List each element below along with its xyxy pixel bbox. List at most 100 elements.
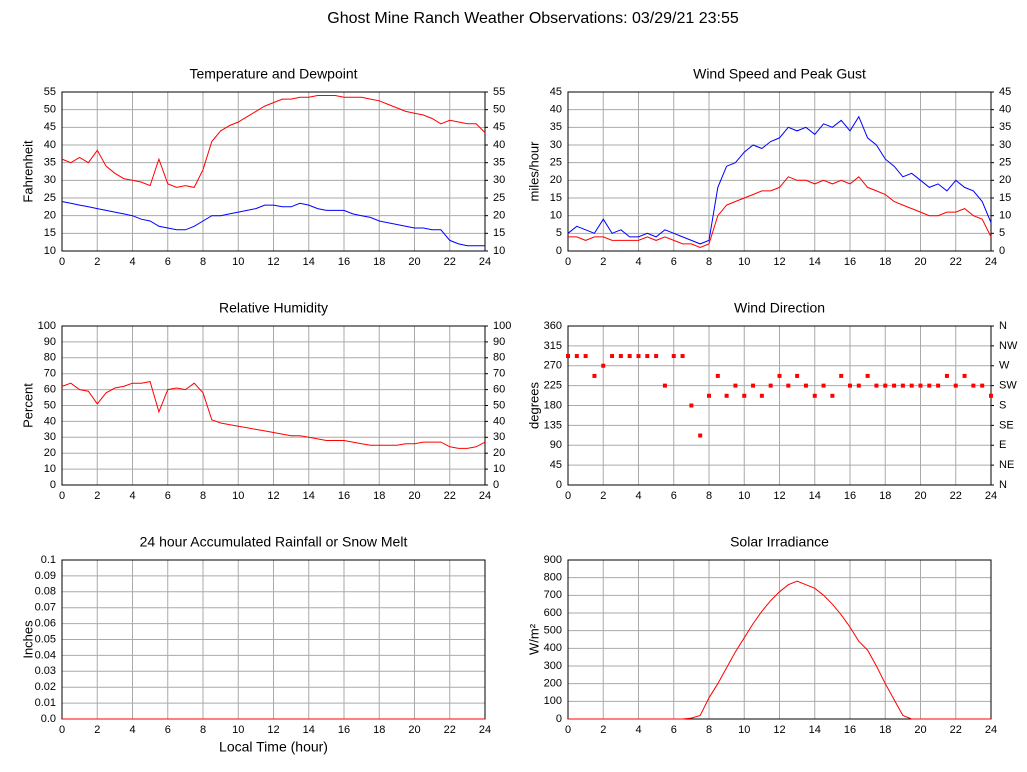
x-tick-label: 22	[950, 256, 962, 268]
plot-frame	[567, 559, 992, 720]
x-tick-label: 4	[635, 256, 641, 268]
y2-tick-label: 0	[493, 479, 499, 491]
data-point	[795, 373, 800, 378]
y2-tick-label: 60	[493, 384, 505, 396]
y-tick-label: 10	[550, 210, 562, 222]
y-tick-label: 0	[556, 713, 562, 725]
data-point	[865, 373, 870, 378]
y-tick-label: 30	[550, 139, 562, 151]
x-tick-label: 2	[600, 256, 606, 268]
x-tick-label: 18	[879, 490, 891, 502]
y2-tick-label: 10	[999, 210, 1011, 222]
chart-title: Wind Direction	[734, 300, 825, 316]
y-tick-label: 15	[550, 192, 562, 204]
data-point	[777, 373, 782, 378]
data-point	[566, 354, 570, 359]
y-tick-label: 40	[550, 104, 562, 116]
y-tick-label: 225	[544, 380, 562, 392]
y2-tick-label: 15	[999, 192, 1011, 204]
x-tick-label: 12	[267, 490, 279, 502]
y2-tick-label: 25	[493, 192, 505, 204]
y-axis-label: Fahrenheit	[20, 140, 35, 203]
y-tick-label: 0.02	[35, 681, 56, 693]
x-tick-label: 16	[338, 490, 350, 502]
y2-tick-label: 20	[493, 210, 505, 222]
y-tick-label: 45	[550, 459, 562, 471]
y2-tick-label: 90	[493, 336, 505, 348]
y-tick-label: 315	[544, 340, 562, 352]
x-tick-label: 2	[600, 724, 606, 736]
data-point	[662, 383, 667, 388]
y-tick-label: 90	[550, 439, 562, 451]
x-tick-label: 20	[914, 490, 926, 502]
y2-tick-label: 50	[493, 399, 505, 411]
y2-tick-label: 45	[493, 121, 505, 133]
data-line	[61, 95, 486, 188]
data-point	[636, 354, 641, 359]
data-point	[601, 363, 606, 368]
data-line	[61, 201, 485, 247]
chart-title: Relative Humidity	[219, 300, 328, 316]
plot-frame	[61, 325, 486, 486]
x-tick-label: 8	[706, 490, 712, 502]
x-tick-label: 0	[565, 490, 571, 502]
y2-tick-label: 80	[493, 352, 505, 364]
y2-tick-label: 45	[999, 86, 1011, 98]
y-tick-label: 0.04	[35, 649, 56, 661]
x-tick-label: 8	[706, 256, 712, 268]
x-tick-label: 24	[479, 490, 491, 502]
x-tick-label: 0	[59, 724, 65, 736]
y2-tick-label: NW	[999, 340, 1018, 352]
y-tick-label: 10	[44, 463, 56, 475]
y-axis-label: Inches	[20, 620, 35, 659]
x-tick-label: 24	[479, 256, 491, 268]
page-title: Ghost Mine Ranch Weather Observations: 0…	[327, 10, 739, 27]
x-tick-label: 4	[129, 724, 135, 736]
x-tick-label: 14	[809, 490, 821, 502]
x-tick-label: 18	[879, 256, 891, 268]
x-tick-label: 10	[738, 490, 750, 502]
x-tick-label: 20	[408, 256, 420, 268]
x-tick-label: 22	[444, 490, 456, 502]
data-point	[874, 383, 879, 388]
y2-tick-label: 30	[493, 174, 505, 186]
y-tick-label: 0.07	[35, 602, 56, 614]
x-tick-label: 10	[232, 256, 244, 268]
y-tick-label: 300	[544, 660, 562, 672]
data-point	[962, 373, 967, 378]
y2-tick-label: 40	[999, 104, 1011, 116]
y-tick-label: 0.05	[35, 633, 56, 645]
x-tick-label: 16	[844, 724, 856, 736]
y-tick-label: 0.0	[41, 713, 56, 725]
x-tick-label: 4	[635, 490, 641, 502]
data-point	[618, 354, 623, 359]
x-tick-label: 2	[94, 256, 100, 268]
y-tick-label: 200	[544, 678, 562, 690]
x-tick-label: 12	[267, 256, 279, 268]
x-tick-label: 12	[773, 256, 785, 268]
data-line	[567, 115, 992, 245]
data-line	[568, 580, 991, 720]
y2-tick-label: 25	[999, 157, 1011, 169]
x-tick-label: 16	[844, 490, 856, 502]
y2-tick-label: 20	[999, 174, 1011, 186]
y-tick-label: 700	[544, 589, 562, 601]
x-tick-label: 6	[165, 256, 171, 268]
x-tick-label: 14	[809, 724, 821, 736]
data-point	[944, 373, 949, 378]
data-point	[698, 433, 703, 438]
data-point	[583, 354, 588, 359]
data-point	[989, 393, 993, 398]
y2-tick-label: 20	[493, 447, 505, 459]
x-tick-label: 20	[914, 724, 926, 736]
y2-tick-label: 40	[493, 139, 505, 151]
y-tick-label: 20	[44, 210, 56, 222]
x-tick-label: 24	[985, 490, 997, 502]
y-axis-label: miles/hour	[526, 141, 541, 202]
data-point	[680, 354, 685, 359]
x-tick-label: 12	[773, 724, 785, 736]
data-point	[830, 393, 835, 398]
x-tick-label: 24	[985, 724, 997, 736]
data-point	[953, 383, 958, 388]
x-tick-label: 22	[444, 724, 456, 736]
